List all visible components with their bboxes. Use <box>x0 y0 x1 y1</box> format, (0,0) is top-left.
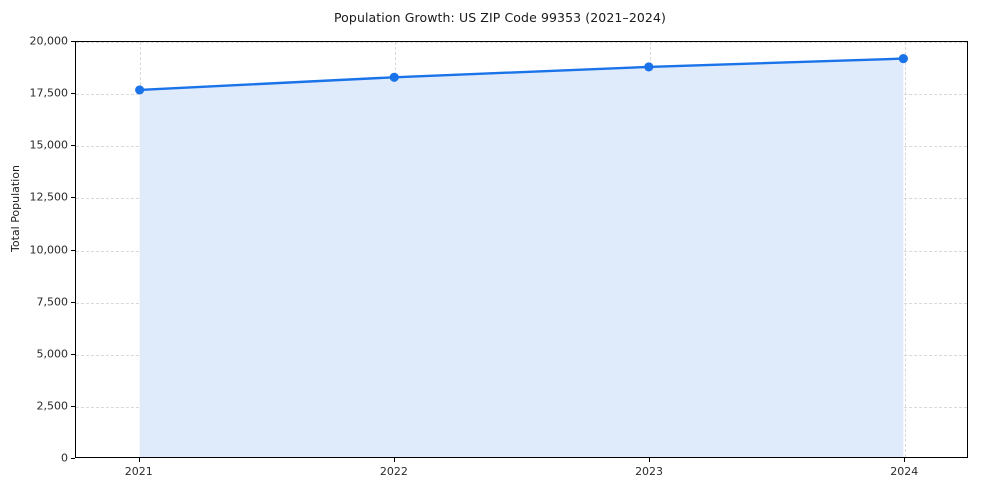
y-axis-tick-label: 20,000 <box>29 34 69 48</box>
y-axis-tick-label: 7,500 <box>36 295 69 309</box>
y-axis-tick-label: 15,000 <box>29 138 69 152</box>
area-fill <box>139 58 904 457</box>
y-axis-tick-label: 5,000 <box>36 347 69 361</box>
y-axis-tick <box>71 458 75 459</box>
y-axis-tick-label: 10,000 <box>29 243 69 256</box>
y-axis-tick <box>71 353 75 355</box>
x-axis-tick-label: 2022 <box>379 465 408 478</box>
chart-title: Population Growth: US ZIP Code 99353 (20… <box>333 10 667 25</box>
x-axis-tick-label: 2021 <box>124 465 153 478</box>
series-line <box>138 57 905 92</box>
x-axis-tick <box>904 458 906 462</box>
data-point-marker <box>135 85 145 95</box>
data-point-marker <box>644 62 654 72</box>
data-point-marker <box>898 54 908 64</box>
series-layer <box>135 54 908 457</box>
gridline-vertical <box>905 42 907 457</box>
y-axis-tick-label: 12,500 <box>29 190 69 204</box>
x-axis-tick-label: 2024 <box>890 465 919 478</box>
y-axis-tick-label: 0 <box>61 451 68 465</box>
y-axis-tick <box>71 41 75 42</box>
x-axis-tick-label: 2023 <box>635 465 664 478</box>
y-axis-tick-label: 2,500 <box>36 399 69 413</box>
series-markers <box>135 54 908 95</box>
x-axis-tick <box>649 458 651 462</box>
y-axis-tick <box>71 93 75 95</box>
x-axis-tick <box>393 458 395 462</box>
y-axis-tick <box>71 405 75 407</box>
plot-area <box>75 41 968 458</box>
y-axis-tick <box>71 197 75 199</box>
x-axis-tick <box>138 458 140 462</box>
y-axis-label-text: Total Population <box>8 165 22 252</box>
data-point-marker <box>389 72 399 82</box>
y-axis-tick-label: 17,500 <box>29 86 69 100</box>
gridline-horizontal <box>76 42 967 43</box>
y-axis-tick <box>71 145 75 147</box>
y-axis-tick <box>71 301 75 303</box>
y-axis-tick <box>71 249 75 251</box>
